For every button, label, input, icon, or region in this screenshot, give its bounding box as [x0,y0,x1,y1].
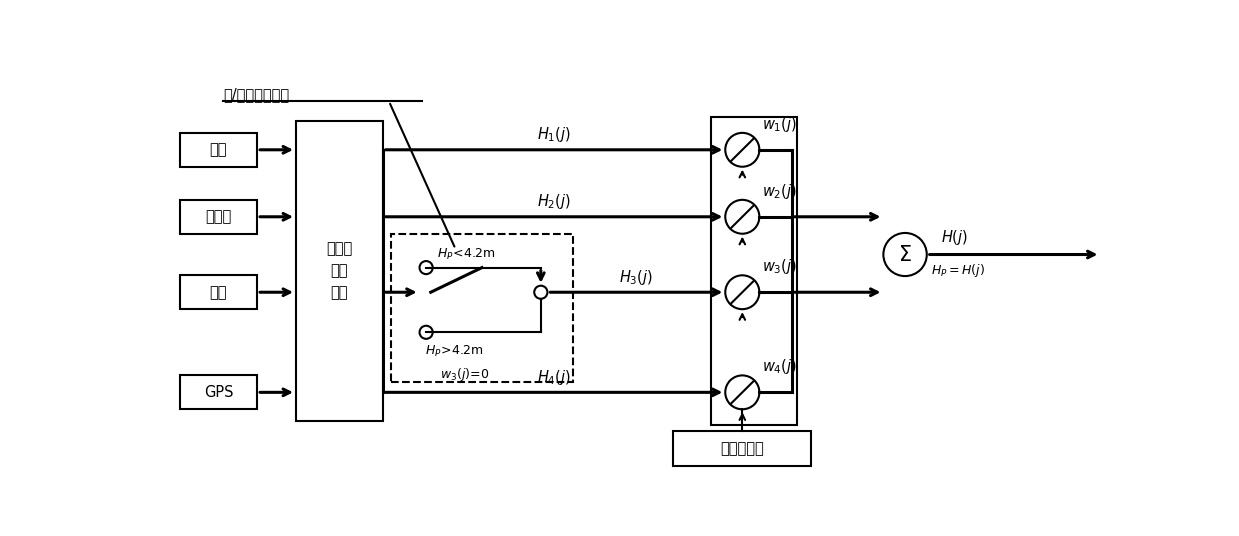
Text: $w_1(j)$: $w_1(j)$ [762,115,798,133]
Text: $H(j)$: $H(j)$ [940,228,968,247]
Text: $w_2(j)$: $w_2(j)$ [762,182,798,200]
Text: $H_P = H(j)$: $H_P = H(j)$ [930,262,985,279]
Text: $H_1(j)$: $H_1(j)$ [536,125,571,144]
Circle shape [725,375,760,410]
Circle shape [883,233,927,276]
Text: 超声: 超声 [209,285,227,300]
Text: $H_4(j)$: $H_4(j)$ [536,368,571,387]
Bar [390,234,572,382]
Text: GPS: GPS [203,385,233,400]
Text: $H_P\!<\!4.2\mathrm{m}$: $H_P\!<\!4.2\mathrm{m}$ [437,247,496,262]
Text: $H_3(j)$: $H_3(j)$ [620,268,653,287]
Bar [180,200,258,234]
Bar [180,375,258,410]
Text: $w_3(j)$: $w_3(j)$ [762,257,798,276]
Bar [673,431,812,466]
Circle shape [725,133,760,167]
Circle shape [725,276,760,309]
Circle shape [420,261,432,274]
Circle shape [725,200,760,234]
Text: $w_4(j)$: $w_4(j)$ [762,357,798,376]
Circle shape [534,286,548,299]
Text: $H_P\!>\!4.2\mathrm{m}$: $H_P\!>\!4.2\mathrm{m}$ [425,344,483,359]
Bar [711,117,797,425]
Text: 高/低空阶段选择: 高/低空阶段选择 [223,87,289,102]
Text: $\Sigma$: $\Sigma$ [898,244,912,264]
Circle shape [420,326,432,339]
Bar [180,276,258,309]
Text: 自适应算法: 自适应算法 [720,441,764,456]
Bar [296,121,383,421]
Text: 气压计: 气压计 [206,209,232,224]
Text: $w_3(j)\!=\!0$: $w_3(j)\!=\!0$ [440,366,489,383]
Text: 预处理
平滑
滤波: 预处理 平滑 滤波 [326,241,352,300]
Text: 视觉: 视觉 [209,142,227,157]
Text: $H_2(j)$: $H_2(j)$ [536,192,571,211]
Bar [180,133,258,167]
